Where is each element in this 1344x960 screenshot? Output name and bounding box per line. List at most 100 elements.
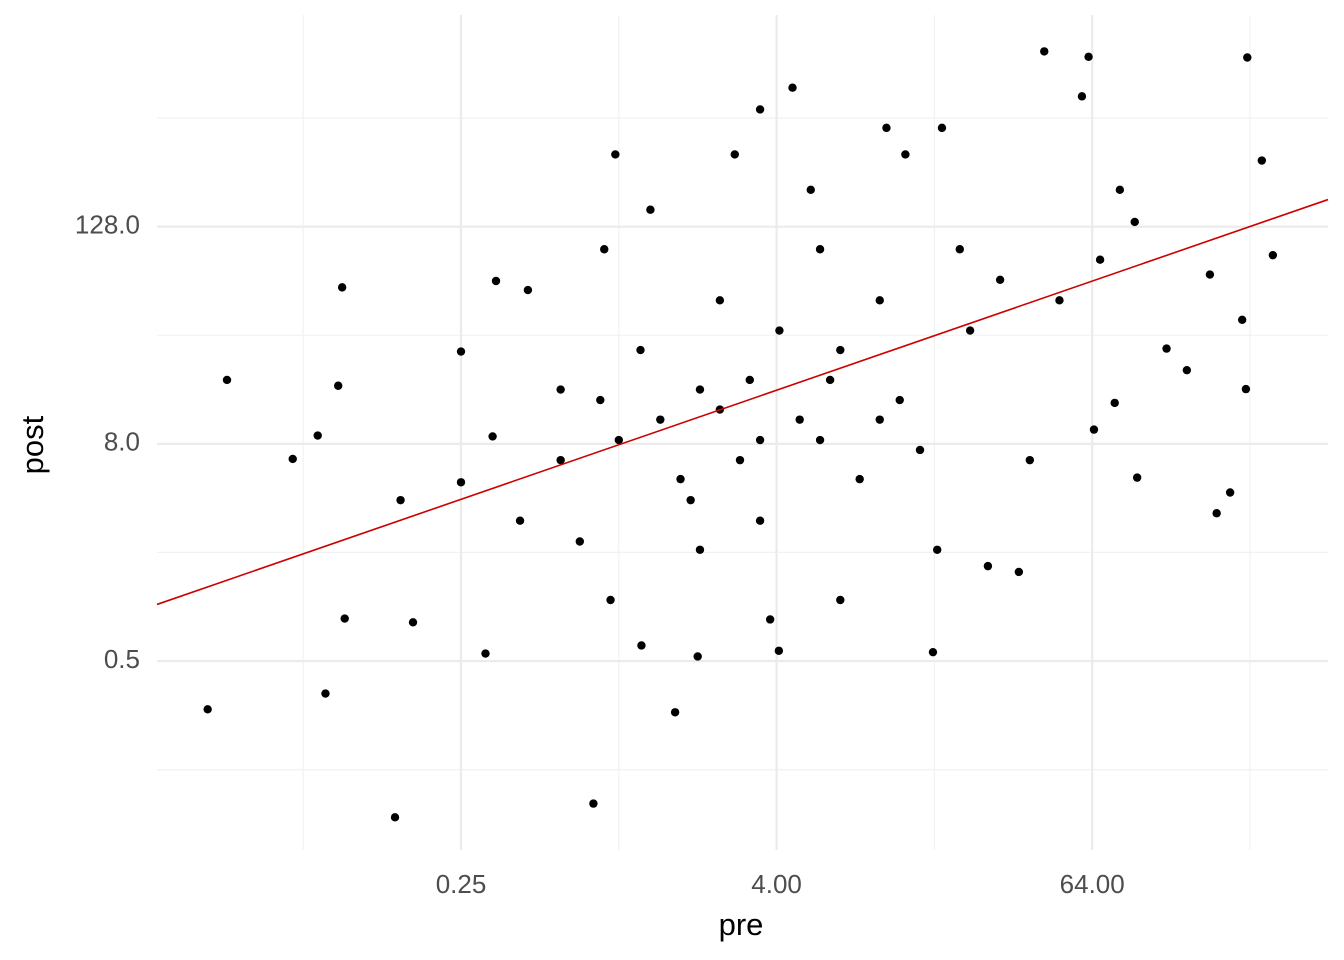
point — [556, 455, 565, 465]
point — [614, 435, 624, 445]
point — [456, 347, 466, 356]
point — [611, 150, 620, 159]
point — [882, 123, 891, 133]
point — [556, 385, 565, 394]
point — [589, 799, 598, 808]
point — [983, 561, 993, 571]
point — [313, 431, 322, 440]
point — [1089, 425, 1099, 434]
point — [928, 647, 938, 657]
point — [670, 708, 680, 717]
point — [203, 705, 212, 714]
y-axis-title: post — [15, 415, 50, 474]
point — [1095, 255, 1105, 264]
x-tick-label: 4.00 — [751, 869, 802, 899]
point — [806, 185, 815, 195]
point — [695, 385, 705, 394]
point — [1130, 217, 1139, 227]
point — [1025, 455, 1035, 465]
point — [1225, 488, 1235, 497]
point — [995, 275, 1005, 284]
point — [337, 283, 347, 292]
point — [775, 326, 784, 335]
point — [1077, 92, 1087, 101]
point — [334, 381, 343, 390]
point — [901, 150, 910, 159]
point — [1132, 473, 1142, 482]
point — [715, 296, 725, 305]
point — [456, 478, 466, 487]
point — [836, 595, 845, 605]
point — [288, 454, 297, 464]
x-tick-label: 0.25 — [436, 869, 487, 899]
point — [390, 813, 400, 822]
point — [396, 495, 405, 505]
marks — [156, 47, 1329, 822]
point — [637, 641, 646, 650]
point — [1014, 567, 1024, 577]
point — [1243, 53, 1252, 62]
point — [1212, 509, 1221, 518]
point — [933, 545, 942, 554]
point — [755, 435, 765, 445]
point — [875, 296, 884, 305]
point — [596, 395, 605, 405]
point — [1237, 315, 1247, 324]
point — [481, 649, 490, 658]
point — [1115, 185, 1125, 195]
point — [825, 375, 835, 385]
point — [656, 415, 665, 424]
x-axis-title: pre — [719, 907, 764, 942]
point — [1162, 344, 1171, 353]
point — [745, 375, 754, 385]
point — [321, 689, 330, 698]
point — [955, 245, 964, 254]
point — [855, 474, 864, 484]
point — [1084, 52, 1093, 62]
point — [693, 652, 702, 661]
point — [695, 545, 705, 554]
point — [488, 432, 497, 441]
point — [755, 516, 765, 525]
point — [646, 205, 655, 214]
y-tick-label: 0.5 — [104, 644, 140, 674]
trend-line — [156, 198, 1329, 606]
point — [1110, 398, 1119, 408]
x-tick-label: 64.00 — [1060, 869, 1125, 899]
point — [937, 123, 947, 133]
point — [755, 105, 765, 114]
point — [765, 615, 775, 624]
point — [1182, 365, 1192, 375]
point — [408, 618, 418, 627]
point — [965, 326, 975, 335]
point — [774, 646, 784, 655]
y-tick-label: 128.0 — [75, 210, 140, 240]
point — [836, 345, 845, 355]
point — [788, 83, 797, 92]
point — [735, 455, 745, 465]
point — [491, 276, 501, 286]
point — [676, 474, 685, 484]
point — [575, 537, 585, 546]
point — [875, 415, 884, 424]
point — [1241, 384, 1251, 394]
point — [222, 375, 232, 385]
point — [1205, 270, 1215, 279]
point — [1055, 296, 1064, 305]
point — [730, 150, 739, 159]
point — [815, 435, 825, 445]
point — [600, 245, 609, 254]
point — [795, 415, 804, 424]
point — [1268, 250, 1278, 260]
point — [523, 285, 533, 295]
point — [636, 345, 645, 355]
point — [515, 516, 525, 525]
point — [1257, 156, 1267, 165]
point — [340, 614, 349, 623]
point — [895, 395, 904, 405]
point — [606, 595, 615, 605]
grid — [157, 15, 1328, 850]
point — [686, 495, 695, 505]
point — [815, 245, 825, 254]
